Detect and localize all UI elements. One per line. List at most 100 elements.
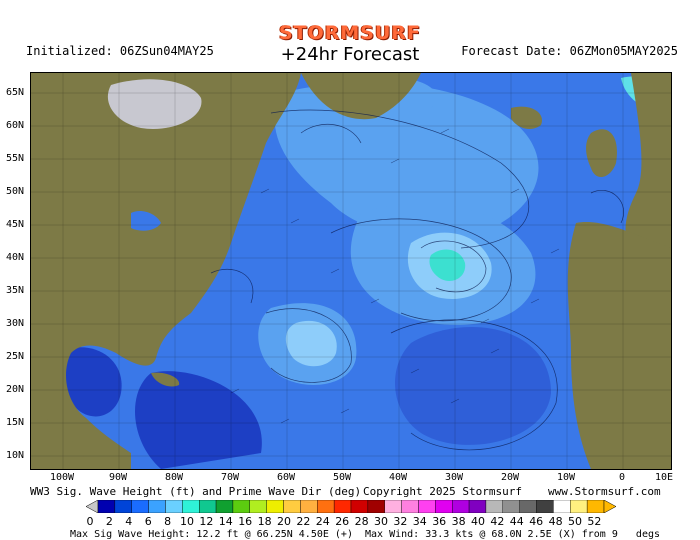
lon-label: 60W <box>276 472 296 483</box>
color-scale-cell <box>333 500 352 513</box>
color-scale-cell <box>452 500 470 513</box>
europe-landmass <box>625 73 671 265</box>
color-scale-tick-label: 4 <box>125 515 133 528</box>
lon-label: 90W <box>108 472 128 483</box>
iceland-landmass <box>511 106 542 129</box>
color-scale-cell <box>283 500 301 513</box>
cuba-landmass <box>151 372 180 387</box>
color-scale-tick-label: 8 <box>164 515 172 528</box>
color-scale-tick-label: 18 <box>257 515 272 528</box>
greenland-landmass <box>301 73 421 120</box>
color-scale-cell <box>215 500 234 513</box>
color-scale-cell <box>570 500 588 513</box>
color-scale-cell <box>266 500 284 513</box>
color-scale-cell <box>300 500 318 513</box>
color-scale-cell <box>249 500 267 513</box>
color-scale-tick-label: 34 <box>412 515 427 528</box>
color-scale-cell <box>435 500 453 513</box>
wave-zone-low <box>394 327 551 445</box>
lon-label: 70W <box>220 472 240 483</box>
lat-label: 45N <box>6 219 25 230</box>
great-lakes <box>131 211 161 231</box>
lon-label: 0 <box>618 472 626 483</box>
color-scale-tick-label: 12 <box>199 515 214 528</box>
color-scale-tick-label: 14 <box>218 515 233 528</box>
color-scale-tick-label: 30 <box>374 515 388 528</box>
color-scale-cell <box>232 500 251 513</box>
lat-label: 10N <box>6 450 25 461</box>
color-scale-cell <box>485 500 503 513</box>
color-scale-tick-label: 20 <box>277 515 291 528</box>
color-scale-tick-label: 40 <box>471 515 485 528</box>
lat-label: 40N <box>6 252 25 263</box>
color-scale-tick-label: 22 <box>296 515 311 528</box>
lat-label: 50N <box>6 186 25 197</box>
lon-label: 20W <box>500 472 520 483</box>
wave-zone-subtropical-core <box>285 320 337 367</box>
north-america-landmass <box>31 73 301 469</box>
forecast-date-label: Forecast Date: 06ZMon05MAY2025 <box>461 44 678 58</box>
map-caption: WW3 Sig. Wave Height (ft) and Prime Wave… <box>30 485 362 498</box>
color-scale-tick-label: 6 <box>144 515 152 528</box>
color-scale-cell <box>468 500 487 513</box>
lon-label: 80W <box>164 472 184 483</box>
wave-contours <box>210 109 624 451</box>
color-scale-tick-label: 24 <box>315 515 330 528</box>
color-scale-cell <box>519 500 537 513</box>
wave-max-core <box>429 249 466 282</box>
south-america-landmass <box>31 413 91 469</box>
scale-left-arrow <box>86 500 99 513</box>
color-scale-tick-label: 0 <box>86 515 94 528</box>
color-scale-tick-label: 44 <box>509 515 524 528</box>
color-scale-tick-label: 36 <box>432 515 447 528</box>
color-scale-tick-label: 26 <box>335 515 350 528</box>
lat-label: 25N <box>6 351 25 362</box>
scale-right-arrow <box>603 500 616 513</box>
wave-height-map <box>30 72 672 470</box>
color-scale-cell <box>401 500 419 513</box>
website-link[interactable]: www.Stormsurf.com <box>548 485 661 498</box>
color-scale-tick-label: 16 <box>238 515 253 528</box>
color-scale-cell <box>198 500 217 513</box>
lon-label: 10E <box>654 472 674 483</box>
color-scale-cell <box>317 500 335 513</box>
lat-lon-grid <box>31 73 671 469</box>
forecast-title: +24hr Forecast <box>280 44 420 65</box>
wave-zone-north <box>274 82 539 237</box>
gulf-of-mexico-zone <box>63 347 122 417</box>
color-scale-tick-label: 28 <box>354 515 369 528</box>
color-scale-tick-label: 52 <box>587 515 602 528</box>
hudson-bay-ice <box>107 79 202 129</box>
color-scale-tick-label: 48 <box>548 515 563 528</box>
color-scale-cell <box>536 500 554 513</box>
lon-label: 30W <box>444 472 464 483</box>
color-scale-cell <box>502 500 520 513</box>
lat-label: 60N <box>6 120 25 131</box>
color-scale-bar <box>86 500 616 513</box>
copyright-text: Copyright 2025 Stormsurf <box>363 485 522 498</box>
color-scale-tick-label: 46 <box>529 515 544 528</box>
max-stats-footer: Max Sig Wave Height: 12.2 ft @ 66.25N 4.… <box>70 529 661 540</box>
lon-label: 100W <box>49 472 75 483</box>
lon-label: 10W <box>556 472 576 483</box>
lon-label: 50W <box>332 472 352 483</box>
lon-label: 40W <box>388 472 408 483</box>
color-scale-cell <box>553 500 571 513</box>
color-scale-cell <box>182 500 200 513</box>
lat-label: 30N <box>6 318 25 329</box>
lat-label: 15N <box>6 417 25 428</box>
color-scale-cell <box>114 500 132 513</box>
lat-label: 65N <box>6 87 25 98</box>
initialized-label: Initialized: 06ZSun04MAY25 <box>26 44 214 58</box>
africa-iberia-landmass <box>567 222 671 469</box>
color-scale-cell <box>384 500 402 513</box>
lat-label: 55N <box>6 153 25 164</box>
color-scale-cell <box>367 500 385 513</box>
color-scale-tick-label: 38 <box>451 515 466 528</box>
color-scale-cell <box>418 500 436 513</box>
color-scale-cell <box>586 500 605 513</box>
color-scale-tick-label: 50 <box>568 515 582 528</box>
color-scale-cell <box>148 500 166 513</box>
color-scale-cell <box>350 500 369 513</box>
color-scale-tick-label: 10 <box>180 515 194 528</box>
